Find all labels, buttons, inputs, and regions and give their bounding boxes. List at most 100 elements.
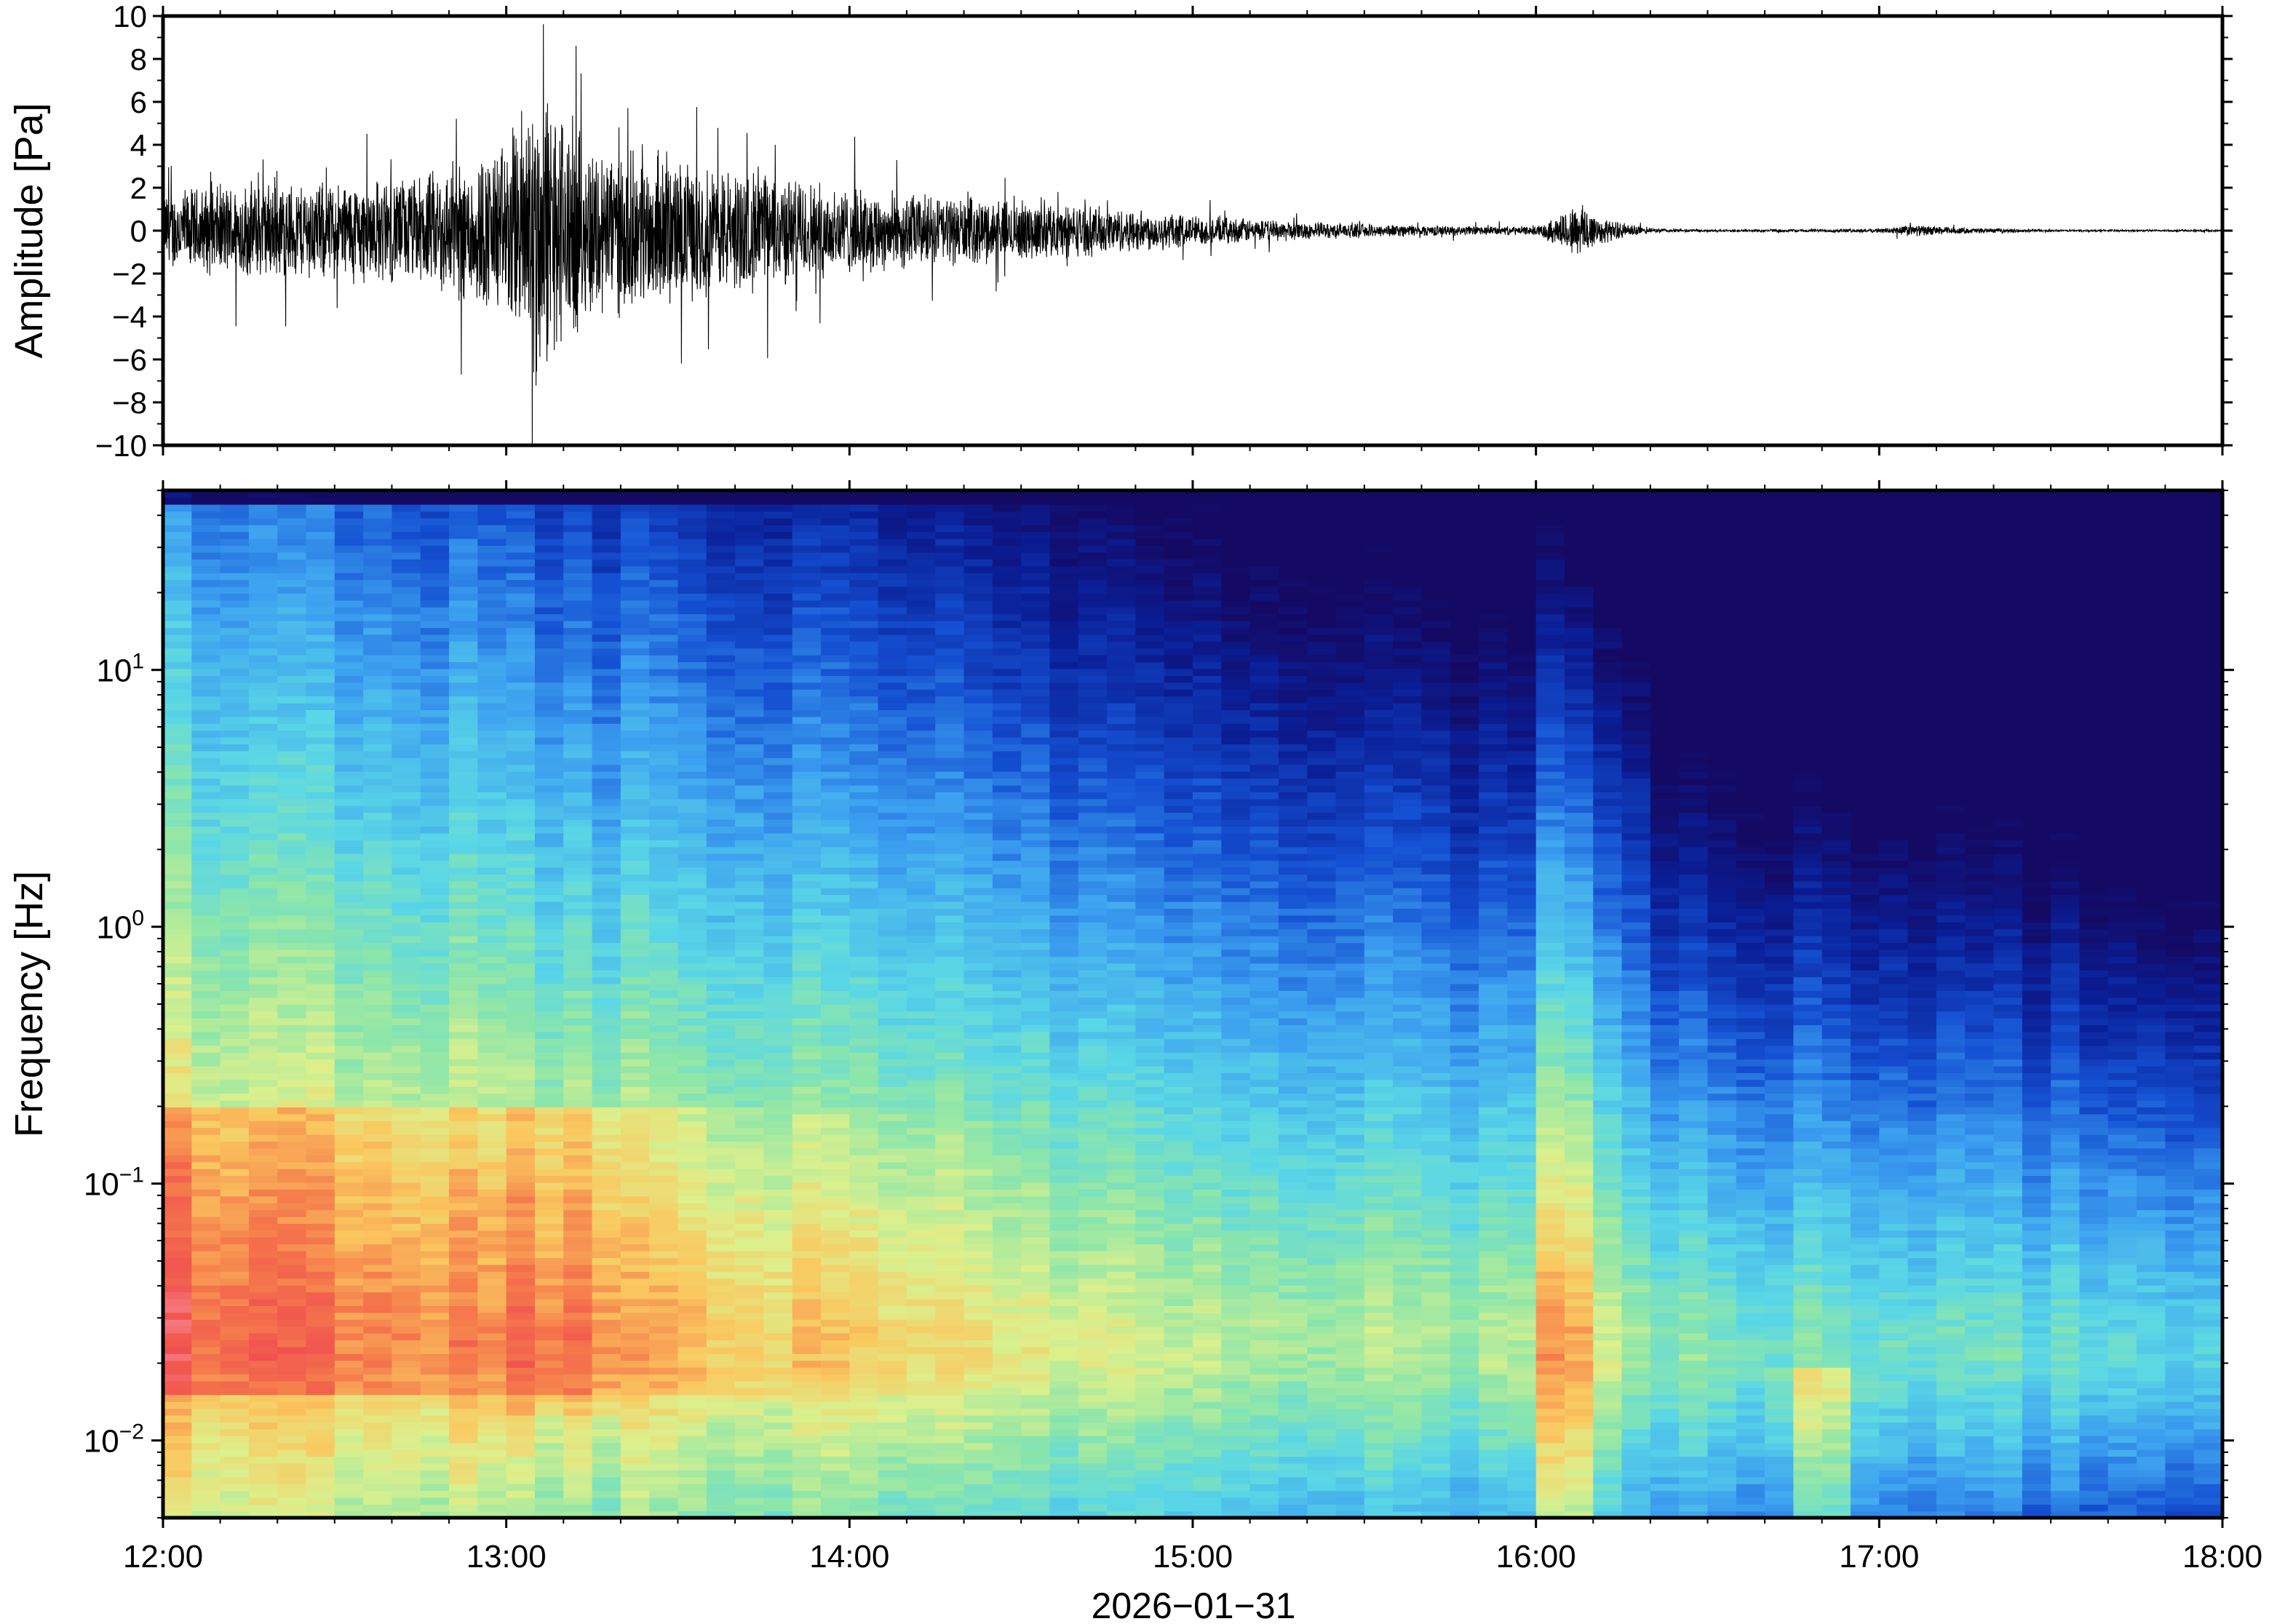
- spectrogram-cell: [906, 1264, 937, 1272]
- spectrogram-cell: [220, 490, 250, 498]
- spectrogram-cell: [992, 525, 1022, 533]
- spectrogram-cell: [821, 1045, 851, 1053]
- spectrogram-cell: [763, 1504, 793, 1512]
- spectrogram-cell: [306, 1449, 335, 1457]
- spectrogram-cell: [963, 525, 993, 533]
- spectrogram-cell: [534, 1394, 565, 1402]
- spectrogram-cell: [277, 1195, 307, 1203]
- spectrogram-cell: [277, 1374, 307, 1382]
- spectrogram-cell: [735, 956, 765, 964]
- spectrogram-cell: [191, 552, 221, 560]
- spectrogram-cell: [334, 675, 364, 683]
- spectrogram-cell: [1049, 750, 1079, 758]
- spectrogram-cell: [306, 709, 335, 717]
- spectrogram-cell: [821, 1401, 851, 1409]
- spectrogram-cell: [191, 1510, 221, 1518]
- spectrogram-cell: [1021, 1017, 1051, 1026]
- spectrogram-cell: [277, 682, 307, 690]
- spectrogram-cell: [706, 757, 736, 765]
- spectrogram-cell: [620, 1291, 650, 1299]
- spectrogram-cell: [906, 1374, 937, 1382]
- spectrogram-cell: [563, 1216, 593, 1225]
- spectrogram-cell: [334, 990, 364, 998]
- spectrogram-cell: [392, 559, 421, 567]
- spectrogram-cell: [392, 949, 421, 957]
- spectrogram-cell: [334, 1107, 364, 1115]
- spectrogram-cell: [735, 792, 765, 800]
- spectrogram-cell: [906, 620, 937, 629]
- spectrogram-cell: [649, 1113, 679, 1121]
- spectrogram-cell: [735, 798, 765, 806]
- spectrogram-cell: [220, 1168, 250, 1177]
- spectrogram-cell: [935, 702, 965, 711]
- spectrogram-cell: [1021, 1113, 1051, 1121]
- spectrogram-cell: [906, 1298, 937, 1306]
- spectrogram-cell: [963, 579, 993, 587]
- spectrogram-cell: [277, 860, 307, 868]
- spectrogram-cell: [763, 1243, 793, 1251]
- spectrogram-cell: [821, 1374, 851, 1382]
- spectrogram-cell: [163, 1305, 193, 1313]
- spectrogram-cell: [420, 1401, 450, 1409]
- spectrogram-cell: [992, 1414, 1022, 1423]
- spectrogram-cell: [649, 1161, 679, 1169]
- spectrogram-cell: [506, 531, 536, 539]
- spectrogram-cell: [878, 682, 907, 690]
- spectrogram-cell: [477, 840, 507, 848]
- spectrogram-cell: [477, 1346, 507, 1354]
- spectrogram-cell: [191, 887, 221, 896]
- spectrogram-cell: [821, 586, 851, 594]
- spectrogram-cell: [821, 819, 851, 827]
- spectrogram-cell: [277, 1483, 307, 1492]
- spectrogram-cell: [706, 1291, 736, 1299]
- spectrogram-cell: [248, 607, 279, 615]
- spectrogram-cell: [334, 1401, 364, 1409]
- spectrogram-cell: [506, 1113, 536, 1121]
- spectrogram-cell: [706, 1305, 736, 1313]
- spectrogram-cell: [449, 1216, 479, 1225]
- spectrogram-cell: [763, 805, 793, 813]
- spectrogram-cell: [878, 935, 907, 944]
- spectrogram-cell: [248, 1065, 279, 1073]
- spectrogram-cell: [420, 1510, 450, 1518]
- spectrogram-cell: [191, 696, 221, 704]
- spectrogram-cell: [735, 1470, 765, 1478]
- spectrogram-cell: [163, 1051, 193, 1060]
- spectrogram-cell: [191, 1271, 221, 1279]
- spectrogram-cell: [191, 627, 221, 635]
- spectrogram-cell: [506, 1099, 536, 1107]
- spectrogram-cell: [477, 1353, 507, 1361]
- y-tick-label: 10: [113, 0, 147, 33]
- spectrogram-cell: [963, 559, 993, 567]
- spectrogram-cell: [334, 1340, 364, 1348]
- spectrogram-cell: [277, 942, 307, 950]
- spectrogram-cell: [706, 819, 736, 827]
- y-tick-label: −6: [112, 343, 147, 377]
- spectrogram-cell: [935, 956, 965, 964]
- spectrogram-cell: [534, 853, 565, 861]
- spectrogram-cell: [792, 702, 822, 711]
- spectrogram-cell: [334, 1237, 364, 1245]
- spectrogram-cell: [963, 552, 993, 560]
- spectrogram-cell: [563, 1353, 593, 1361]
- spectrogram-cell: [735, 832, 765, 840]
- spectrogram-cell: [592, 1278, 621, 1286]
- spectrogram-cell: [1049, 1326, 1079, 1334]
- spectrogram-cell: [821, 997, 851, 1005]
- spectrogram-cell: [420, 750, 450, 758]
- spectrogram-cell: [878, 867, 907, 875]
- spectrogram-cell: [821, 1319, 851, 1327]
- spectrogram-cell: [1049, 1168, 1079, 1177]
- spectrogram-cell: [306, 648, 335, 656]
- spectrogram-cell: [534, 716, 565, 724]
- spectrogram-cell: [163, 1093, 193, 1101]
- spectrogram-cell: [248, 1147, 279, 1155]
- spectrogram-cell: [563, 634, 593, 642]
- spectrogram-cell: [163, 1017, 193, 1026]
- spectrogram-cell: [534, 1161, 565, 1169]
- spectrogram-cell: [992, 1312, 1022, 1320]
- spectrogram-cell: [677, 1051, 707, 1060]
- spectrogram-cell: [620, 983, 650, 991]
- spectrogram-cell: [1049, 559, 1079, 567]
- spectrogram-cell: [277, 853, 307, 861]
